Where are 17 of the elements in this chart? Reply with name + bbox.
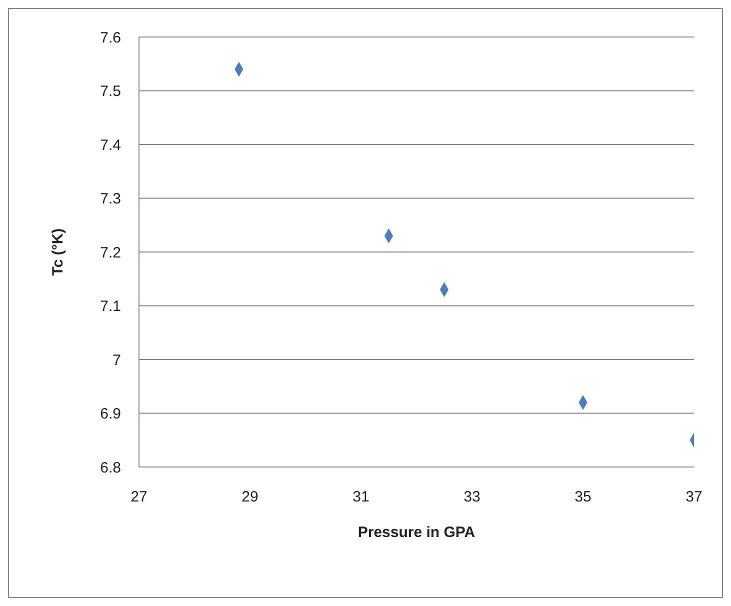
- x-axis-title: Pressure in GPA: [358, 524, 476, 541]
- y-tick-label: 7.2: [100, 244, 121, 262]
- y-tick-label: 7.3: [100, 190, 121, 208]
- x-tick-label: 27: [130, 488, 148, 506]
- y-tick-label: 7.6: [100, 29, 121, 46]
- x-tick-label: 31: [352, 488, 370, 506]
- x-tick-label: 33: [464, 488, 480, 506]
- x-tick-label: 35: [574, 488, 592, 506]
- x-tick-label: 29: [242, 488, 258, 506]
- y-axis-title: Tc (°K): [49, 228, 66, 276]
- y-tick-label: 7.1: [100, 298, 121, 316]
- y-tick-label: 7.5: [100, 83, 121, 100]
- y-tick-label: 6.8: [100, 459, 121, 476]
- y-tick-label: 6.9: [100, 406, 121, 423]
- y-tick-label: 7: [112, 352, 121, 369]
- y-tick-label: 7.4: [100, 136, 121, 154]
- x-tick-label: 37: [686, 488, 702, 506]
